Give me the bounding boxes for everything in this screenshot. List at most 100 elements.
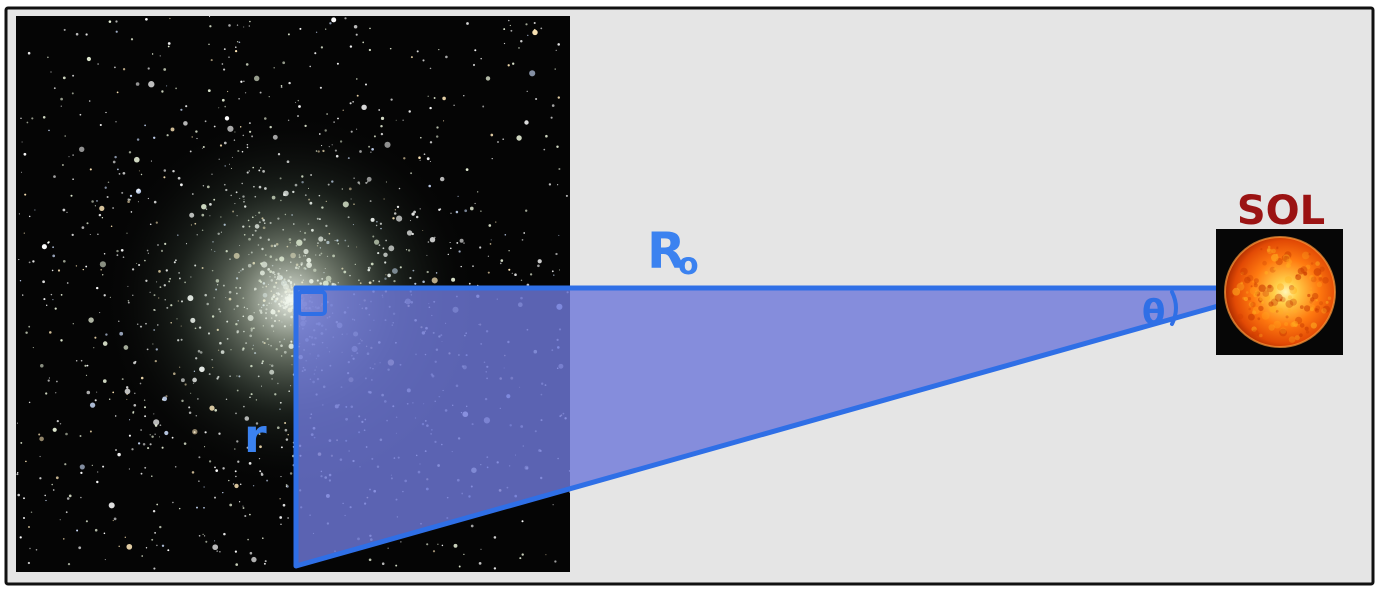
star [86,222,89,225]
star [235,46,237,48]
sun-granule [1248,302,1254,307]
sun-granule [1286,258,1292,265]
star [223,48,226,50]
star [238,41,241,44]
star [25,331,28,334]
star [439,176,445,182]
star [30,511,33,514]
star [490,239,492,241]
sun-granule [1318,301,1324,306]
sun-granule [1293,309,1297,314]
star [315,31,318,33]
star [518,46,520,49]
star [342,109,344,111]
star [163,68,167,71]
star [75,360,78,362]
star [151,435,154,438]
star [39,477,42,480]
sun-granule [1268,324,1275,331]
star [94,205,96,207]
star [32,260,35,263]
sun-granule [1248,313,1255,321]
star [355,33,358,36]
star [203,486,205,488]
star [551,270,554,273]
star [112,391,115,394]
star [381,562,385,565]
star [140,472,143,475]
star [509,24,511,27]
star [39,436,44,442]
star [93,347,95,349]
sun-granule [1315,261,1320,266]
star [512,62,515,65]
star [115,20,118,23]
star [27,561,31,565]
star [529,273,533,276]
star [105,111,107,114]
star [223,532,226,536]
star [72,178,74,181]
star [195,130,198,133]
star [336,62,339,65]
star [88,317,94,323]
star [249,513,251,516]
sun-granule [1310,322,1317,329]
star [488,224,492,227]
star [202,533,204,535]
star [400,541,402,543]
star [62,76,66,80]
star [112,519,114,522]
star [152,509,156,513]
star [122,171,126,175]
star [569,491,570,493]
star [166,85,168,87]
star [110,225,113,227]
star [529,70,536,77]
sun-granule [1251,329,1259,337]
star [395,119,397,121]
star [29,547,31,550]
star [553,274,555,276]
star [52,298,54,301]
star [131,448,134,451]
star [472,63,476,67]
star [378,109,381,111]
sun-granule [1237,313,1244,320]
sun-granule [1248,307,1251,311]
star [429,161,431,162]
star [427,95,429,98]
star [124,536,126,538]
star [504,234,507,236]
star [402,119,404,121]
star [25,460,27,463]
sun-granule [1253,293,1258,298]
star [521,553,524,556]
star [115,449,117,451]
star [299,27,302,30]
star [20,117,22,119]
star [555,49,557,52]
star [226,90,229,93]
star [463,553,465,556]
star [466,22,469,25]
star [118,545,120,548]
star [43,298,46,301]
star [75,32,79,36]
star [557,184,559,186]
star [185,105,188,108]
star [480,57,482,60]
star [242,505,244,507]
star [98,213,102,217]
sun-granule [1275,309,1279,313]
sun-granule [1279,299,1283,302]
sun-granule [1303,272,1308,276]
sun-granule [1267,284,1272,289]
star [243,26,245,28]
star [63,538,65,540]
cluster-radius-label: r [244,409,267,463]
sun-granule [1305,264,1311,270]
star [19,280,22,282]
star [99,123,102,127]
sun-granule [1318,277,1323,281]
